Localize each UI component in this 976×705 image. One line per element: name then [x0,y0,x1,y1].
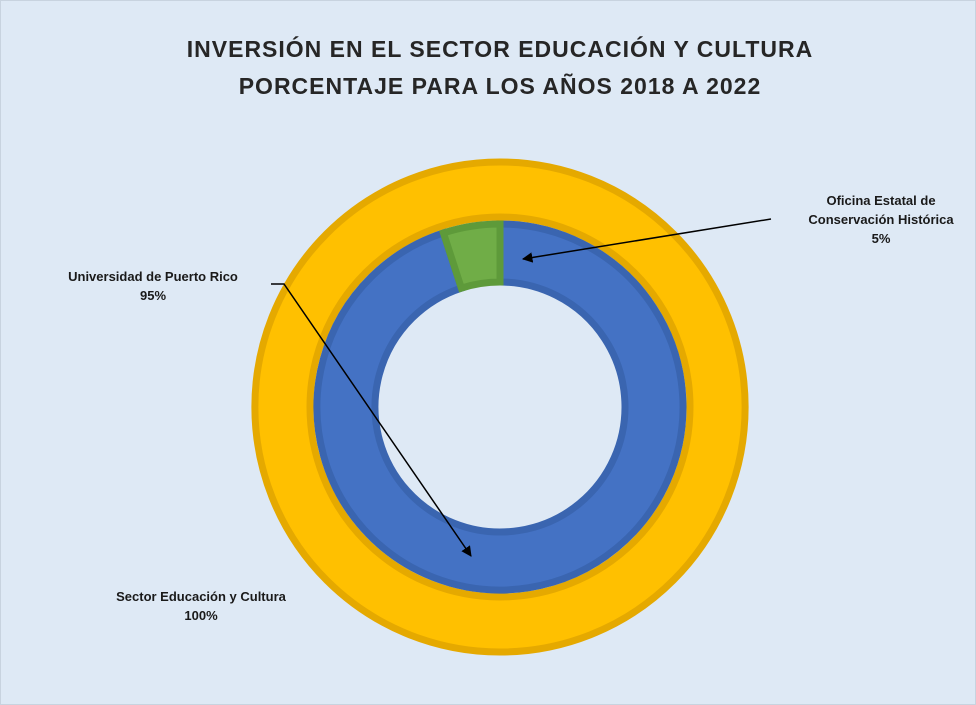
label-name: Oficina Estatal de Conservación Históric… [808,193,954,227]
data-label: Oficina Estatal de Conservación Históric… [791,191,971,248]
label-value: 5% [871,231,891,246]
leader-line [271,283,472,557]
donut-segment [439,220,504,293]
chart-subtitle: PORCENTAJE PARA LOS AÑOS 2018 A 2022 [239,72,762,99]
donut-segment [251,158,749,656]
leader-line [521,218,772,263]
label-value: 95% [139,288,167,303]
label-name: Universidad de Puerto Rico [68,269,238,284]
rings [251,158,749,656]
chart-title: INVERSIÓN EN EL SECTOR EDUCACIÓN Y CULTU… [187,35,813,62]
data-label: Universidad de Puerto Rico 95% [23,267,283,305]
donut-segment [313,220,687,594]
label-value: 100% [184,608,218,623]
data-label: Sector Educación y Cultura 100% [61,587,341,625]
label-name: Sector Educación y Cultura [116,589,286,604]
